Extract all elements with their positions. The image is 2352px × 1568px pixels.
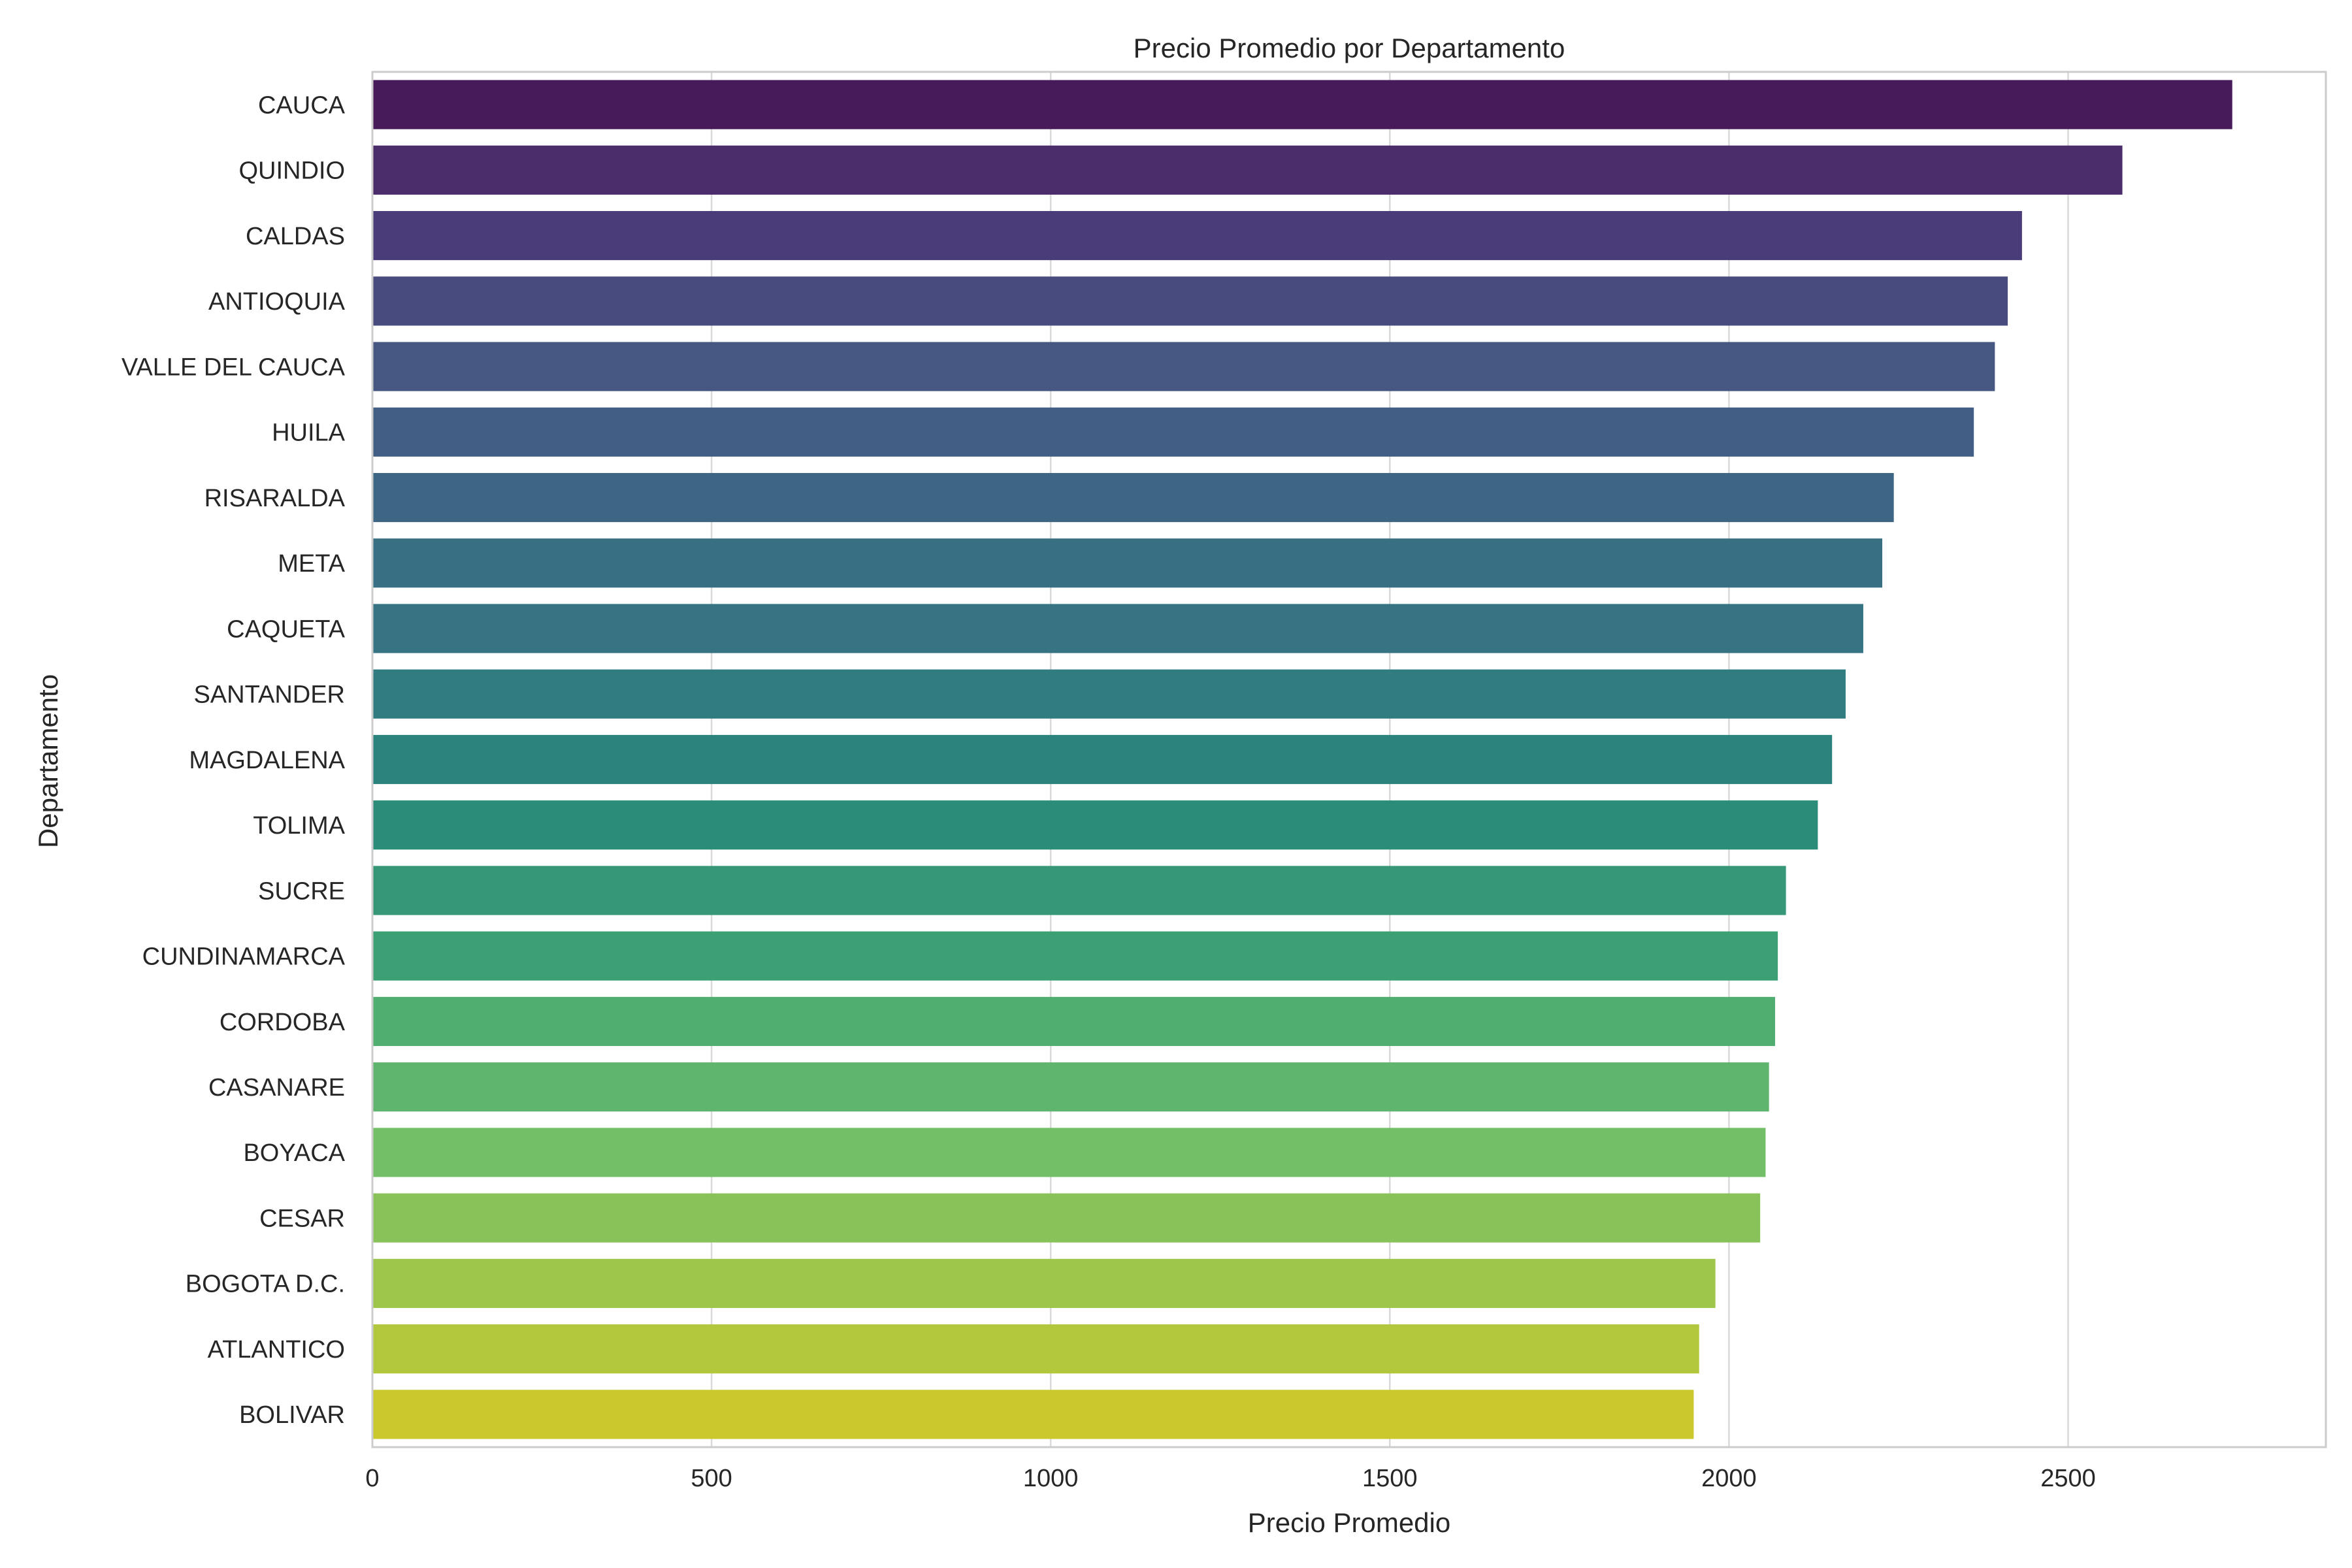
bar — [372, 211, 2022, 261]
y-tick-label: ATLANTICO — [208, 1336, 345, 1364]
bar — [372, 1390, 1694, 1439]
x-tick-label: 2500 — [2040, 1465, 2096, 1492]
bar — [372, 407, 1974, 457]
x-tick-label: 0 — [365, 1465, 379, 1492]
y-tick-label: BOGOTA D.C. — [186, 1271, 345, 1298]
y-tick-label: QUINDIO — [238, 157, 345, 185]
x-tick-labels: 0 500 1000 1500 2000 2500 — [365, 1465, 2095, 1492]
bar — [372, 604, 1863, 653]
bar — [372, 734, 1833, 785]
category-labels: CAUCA QUINDIO CALDAS ANTIOQUIA VALLE DEL CAU… — [122, 91, 346, 1429]
bar — [372, 342, 1995, 391]
y-tick-label: CALDAS — [246, 223, 345, 250]
y-tick-label: CAUCA — [258, 91, 346, 119]
bar — [372, 276, 2008, 326]
y-tick-label: CORDOBA — [220, 1009, 346, 1036]
y-tick-label: ANTIOQUIA — [208, 288, 346, 316]
x-tick-label: 1000 — [1023, 1465, 1079, 1492]
x-tick-label: 2000 — [1701, 1465, 1757, 1492]
y-tick-label: CUNDINAMARCA — [142, 943, 346, 971]
bar — [372, 472, 1894, 523]
bar — [372, 80, 2232, 129]
y-axis-label: Departamento — [33, 674, 63, 848]
plot-frame — [371, 71, 2327, 1448]
bar — [372, 1128, 1766, 1177]
x-tick-label: 500 — [691, 1465, 732, 1492]
x-axis-label: Precio Promedio — [1248, 1507, 1450, 1538]
bar — [372, 800, 1818, 850]
y-tick-label: BOYACA — [243, 1139, 345, 1167]
x-tick-label: 1500 — [1362, 1465, 1418, 1492]
y-tick-label: CASANARE — [208, 1074, 345, 1102]
bar — [372, 669, 1846, 719]
bar — [372, 538, 1883, 588]
y-tick-label: HUILA — [272, 419, 346, 447]
chart-title: Precio Promedio por Departamento — [1134, 33, 1565, 63]
y-tick-label: META — [278, 550, 345, 578]
y-tick-label: TOLIMA — [253, 812, 345, 840]
y-tick-label: SUCRE — [258, 877, 345, 905]
y-tick-label: CESAR — [259, 1205, 345, 1232]
y-tick-label: VALLE DEL CAUCA — [122, 353, 346, 381]
y-tick-label: SANTANDER — [193, 681, 345, 709]
bar — [372, 931, 1778, 981]
bar — [372, 145, 2123, 195]
y-tick-label: BOLIVAR — [239, 1401, 345, 1429]
y-tick-label: MAGDALENA — [189, 747, 345, 774]
bars — [372, 80, 2232, 1439]
bar — [372, 1062, 1769, 1112]
y-tick-label: RISARALDA — [204, 485, 346, 512]
bar — [372, 866, 1786, 915]
bar — [372, 1324, 1699, 1374]
y-tick-label: CAQUETA — [227, 615, 346, 643]
bar — [372, 996, 1775, 1047]
bar — [372, 1258, 1716, 1308]
bar — [372, 1193, 1761, 1243]
